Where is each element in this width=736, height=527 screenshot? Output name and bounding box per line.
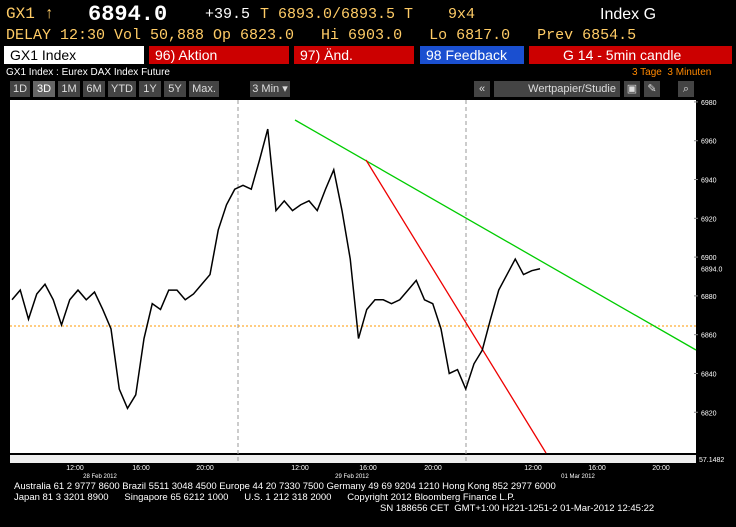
settings-button[interactable]: ✎ <box>644 81 660 97</box>
period-button[interactable]: 1D <box>10 81 30 97</box>
trend-line <box>365 159 547 454</box>
period-button[interactable]: 1M <box>58 81 80 97</box>
y-tick-label: 6960 <box>701 139 717 146</box>
period-button[interactable]: 6M <box>83 81 105 97</box>
y-tick-label: 6920 <box>701 216 717 223</box>
x-tick-label: 12:00 <box>291 465 309 472</box>
footer-line: SN 188656 CET GMT+1:00 H221-1251-2 01-Ma… <box>380 503 655 514</box>
range: 3 Tage 3 Minuten <box>632 67 712 78</box>
y-tick-label: 6860 <box>701 333 717 340</box>
y-tick-label: 6940 <box>701 178 717 185</box>
plot-area <box>10 100 696 453</box>
feedback-tab[interactable]: 98 Feedback <box>420 46 524 64</box>
lower-panel <box>10 455 696 463</box>
quote: T 6893.0/6893.5 T <box>260 6 414 23</box>
y-tick-label: 6900 <box>701 255 717 262</box>
trend-line <box>294 119 697 351</box>
x-tick-label: 16:00 <box>359 465 377 472</box>
last-price: 6894.0 <box>88 2 168 27</box>
period-button[interactable]: 5Y <box>164 81 186 97</box>
size: 9x4 <box>448 6 476 23</box>
x-tick-label: 16:00 <box>132 465 150 472</box>
footer-line: Japan 81 3 3201 8900 Singapore 65 6212 1… <box>14 492 516 503</box>
x-tick-label: 12:00 <box>66 465 84 472</box>
y-tick-label: 6880 <box>701 294 717 301</box>
stats: DELAY 12:30 Vol 50,888 Op 6823.0 Hi 6903… <box>6 27 637 44</box>
lower-panel-label: 57.1482 <box>699 457 724 464</box>
print-button[interactable]: ▣ <box>624 81 640 97</box>
change: +39.5 <box>205 6 251 23</box>
date-label: 28 Feb 2012 <box>83 474 117 480</box>
ticker: GX1 ↑ <box>6 5 55 23</box>
chart: 6820 6840 6860 6880 6900 6920 6940 6960 6980 6894… <box>10 100 724 480</box>
x-tick-label: 20:00 <box>424 465 442 472</box>
zoom-button[interactable]: ⌕ <box>678 81 694 97</box>
x-tick-label: 20:00 <box>652 465 670 472</box>
last-price-label: 6894.0 <box>701 267 723 274</box>
period-button[interactable]: 3D <box>33 81 55 97</box>
y-tick-label: 6820 <box>701 410 717 417</box>
period-button[interactable]: 1Y <box>139 81 161 97</box>
y-tick-label: 6840 <box>701 371 717 378</box>
date-label: 29 Feb 2012 <box>335 474 369 480</box>
study-button[interactable]: Wertpapier/Studie <box>494 81 620 97</box>
date-label: 01 Mar 2012 <box>561 474 595 480</box>
back-button[interactable]: « <box>474 81 490 97</box>
action-tab[interactable]: 96) Aktion <box>149 46 289 64</box>
security-tab[interactable]: GX1 Index <box>4 46 144 64</box>
security-name: GX1 Index : Eurex DAX Index Future <box>6 67 170 78</box>
change-tab[interactable]: 97) Änd. <box>294 46 414 64</box>
interval-button[interactable]: 3 Min ▾ <box>250 81 290 97</box>
y-tick-label: 6980 <box>701 100 717 107</box>
x-tick-label: 20:00 <box>196 465 214 472</box>
price-line <box>11 128 541 411</box>
period-button[interactable]: YTD <box>108 81 136 97</box>
asset-class: Index G <box>600 6 657 23</box>
x-tick-label: 16:00 <box>588 465 606 472</box>
function-tab[interactable]: G 14 - 5min candle <box>529 46 732 64</box>
x-tick-label: 12:00 <box>524 465 542 472</box>
period-button[interactable]: Max. <box>189 81 219 97</box>
footer-line: Australia 61 2 9777 8600 Brazil 5511 304… <box>14 481 556 492</box>
